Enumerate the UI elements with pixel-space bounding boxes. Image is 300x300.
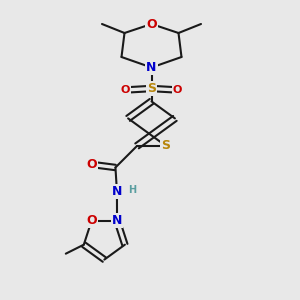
Text: S: S xyxy=(161,140,170,152)
Text: H: H xyxy=(128,185,136,195)
Text: O: O xyxy=(121,85,130,95)
Text: O: O xyxy=(173,85,182,95)
Text: N: N xyxy=(146,61,157,74)
Text: N: N xyxy=(112,214,122,227)
Text: O: O xyxy=(87,158,98,171)
Text: O: O xyxy=(86,214,97,227)
Text: O: O xyxy=(146,17,157,31)
Text: N: N xyxy=(112,185,122,198)
Text: S: S xyxy=(147,82,156,95)
